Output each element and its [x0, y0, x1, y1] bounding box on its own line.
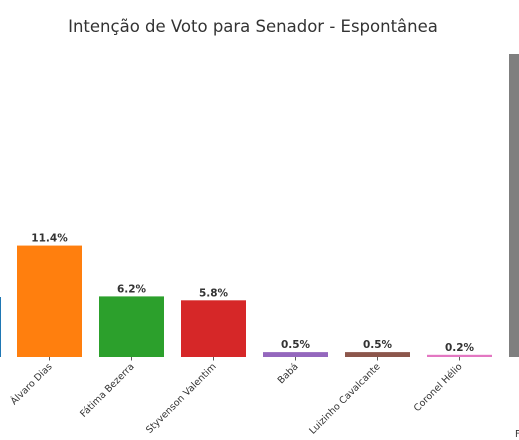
x-tick-label-luizinho-cavalcante: Luizinho Cavalcante: [307, 361, 382, 436]
value-label-alvaro-dias: 11.4%: [31, 233, 68, 245]
bar-baba: [263, 352, 328, 357]
bar-n: [509, 54, 519, 357]
bar-fatima-bezerra: [99, 296, 164, 357]
footer-fragment: F: [515, 429, 519, 440]
x-tick-label-styvenson-valentim: Styvenson Valentim: [144, 361, 219, 436]
partial-bar-left-edge: [0, 297, 1, 357]
tick-marks-group: [49, 357, 460, 361]
value-labels-group: 11.4% 6.2% 5.8% 0.5% 0.5% 0.2%: [31, 233, 474, 354]
value-label-styvenson-valentim: 5.8%: [199, 287, 229, 299]
value-label-coronel-helio: 0.2%: [445, 342, 475, 354]
bar-luizinho-cavalcante: [345, 352, 410, 357]
x-tick-labels-group: Álvaro Dias Fátima Bezerra Styvenson Valen…: [8, 361, 465, 437]
bar-partial-left: [0, 297, 1, 357]
bar-styvenson-valentim: [181, 300, 246, 357]
value-label-fatima-bezerra: 6.2%: [117, 283, 147, 295]
bar-alvaro-dias: [17, 245, 82, 357]
value-label-baba: 0.5%: [281, 339, 311, 351]
x-tick-label-alvaro-dias: Álvaro Dias: [8, 361, 55, 408]
value-label-luizinho-cavalcante: 0.5%: [363, 339, 393, 351]
x-tick-label-fatima-bezerra: Fátima Bezerra: [78, 361, 136, 419]
chart-title: Intenção de Voto para Senador - Espontân…: [68, 17, 438, 36]
bar-coronel-helio: [427, 354, 492, 357]
x-tick-label-baba: Babá: [276, 361, 301, 386]
bars-group: [17, 54, 519, 357]
x-tick-label-coronel-helio: Coronel Hélio: [412, 361, 465, 414]
